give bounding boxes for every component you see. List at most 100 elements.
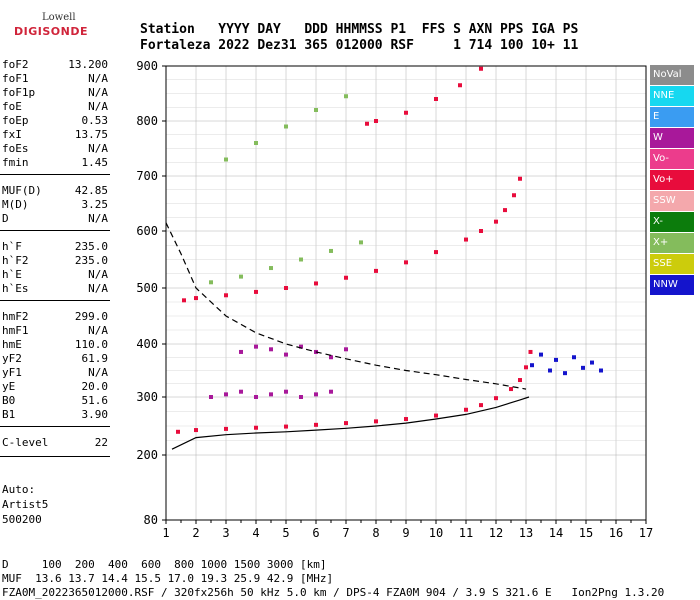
param-value: N/A [88,366,108,379]
chart-points [176,66,603,434]
trace-point [494,396,498,401]
trace-point [182,298,186,303]
trace-point [209,280,213,285]
param-key: yF1 [2,366,22,379]
param-value: N/A [88,142,108,155]
trace-point [299,344,303,349]
trace-point [284,352,288,357]
y-tick-label: 600 [136,224,158,238]
autoscaler-info: Auto: Artist5 500200 [2,482,48,527]
param-row-muf-d-: MUF(D) 42.85 [2,184,108,198]
trace-point [284,124,288,129]
param-row-b1: B1 3.90 [2,408,108,422]
trace-point [329,355,333,360]
panel-separator [0,456,110,457]
trace-point [344,347,348,352]
trace-point [314,281,318,286]
trace-point [224,392,228,397]
param-key: foF1 [2,72,29,85]
trace-point [530,363,534,368]
x-tick-label: 11 [459,526,473,540]
param-row-fxi: fxI 13.75 [2,128,108,142]
trace-point [563,371,567,376]
trace-point [359,240,363,245]
trace-point [284,389,288,394]
chart-lines [165,222,530,450]
x-tick-label: 2 [192,526,199,540]
param-value: N/A [88,100,108,113]
legend-item-vo-: Vo- [650,149,694,169]
y-tick-label: 400 [136,337,158,351]
auto-line3: 500200 [2,513,42,526]
header-line-2: Fortaleza 2022 Dez31 365 012000 RSF 1 71… [140,38,579,53]
trace-point [434,413,438,418]
param-key: h`F2 [2,254,29,267]
trace-point [344,94,348,99]
legend-item-x-: X- [650,212,694,232]
trace-point [404,260,408,265]
param-value: 51.6 [81,394,109,407]
trace-point [254,141,258,145]
trace-point [464,407,468,412]
param-value: N/A [88,324,108,337]
trace-point [572,355,576,360]
trace-point [239,274,243,279]
x-tick-label: 6 [312,526,319,540]
trace-point [224,157,228,162]
param-key: hmF1 [2,324,29,337]
trace-point [269,392,273,397]
trace-point [254,425,258,430]
param-row-yf2: yF2 61.9 [2,352,108,366]
trace-point [524,365,528,370]
param-row-d: D N/A [2,212,108,226]
legend-item-nne: NNE [650,86,694,106]
param-key: h`Es [2,282,29,295]
digisonde-logo: Lowell DIGISONDE [4,4,87,44]
trace-point [479,403,483,408]
logo-line-2: DIGISONDE [14,25,88,38]
param-row-hme: hmE 110.0 [2,338,108,352]
param-key: fxI [2,128,22,141]
trace-point [239,389,243,394]
trace-point [599,368,603,373]
param-row-fmin: fmin 1.45 [2,156,108,170]
trace-point [365,121,369,126]
trace-point [374,119,378,123]
param-row-fof1: foF1 N/A [2,72,108,86]
panel-separator [0,426,110,427]
trace-point [434,250,438,255]
trace-point [458,83,462,88]
param-value: 42.85 [74,184,108,197]
trace-point [239,349,243,354]
param-key: hmF2 [2,310,29,323]
param-key: foE [2,100,22,113]
param-value: 22 [94,436,108,449]
param-key: B0 [2,394,16,407]
param-value: N/A [88,86,108,99]
param-value: 0.53 [81,114,109,127]
param-row-h-e: h`E N/A [2,268,108,282]
footer-info: D 100 200 400 600 800 1000 1500 3000 [km… [2,558,664,600]
param-row-fof1p: foF1p N/A [2,86,108,100]
param-row-ye: yE 20.0 [2,380,108,394]
trace-point [194,296,198,301]
x-tick-label: 5 [282,526,289,540]
param-value: 3.90 [81,408,109,421]
param-row-foep: foEp 0.53 [2,114,108,128]
param-row-fof2: foF2 13.200 [2,58,108,72]
param-key: foEp [2,114,29,127]
trace-point [329,389,333,394]
trace-point [509,387,513,392]
trace-point [314,422,318,427]
param-value: 299.0 [74,310,108,323]
auto-line1: Auto: [2,483,36,496]
param-row-hmf1: hmF1 N/A [2,324,108,338]
param-row-foe: foE N/A [2,100,108,114]
param-key: B1 [2,408,16,421]
param-value: 110.0 [74,338,108,351]
param-value: N/A [88,72,108,85]
trace-point [548,368,552,373]
trace-point [344,421,348,426]
y-tick-label: 500 [136,281,158,295]
